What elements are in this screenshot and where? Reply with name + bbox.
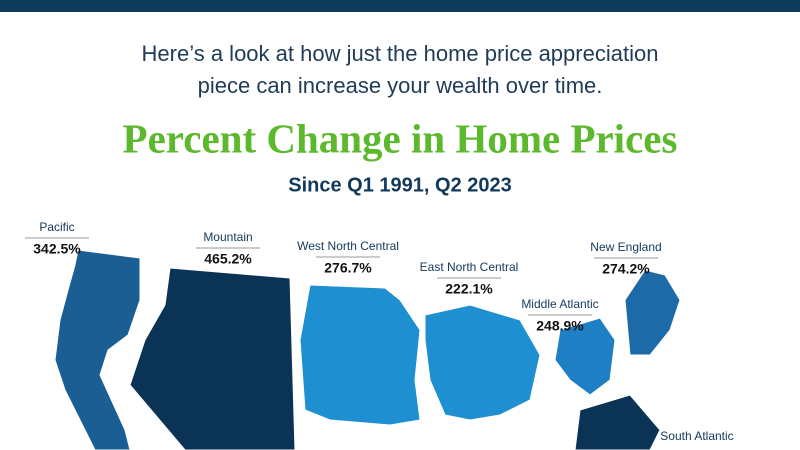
intro-line: piece can increase your wealth over time… xyxy=(198,73,603,98)
region xyxy=(54,249,141,450)
region xyxy=(299,284,421,426)
region xyxy=(554,317,616,396)
chart-title: Percent Change in Home Prices xyxy=(123,115,678,161)
region-value: 465.2% xyxy=(204,251,252,267)
region xyxy=(574,394,661,450)
region-name: South Atlantic xyxy=(660,429,733,443)
region-name: Middle Atlantic xyxy=(521,297,598,311)
region-name: East North Central xyxy=(420,260,519,274)
region-value: 276.7% xyxy=(324,260,372,276)
region-name: West North Central xyxy=(297,239,399,253)
region-value: 248.9% xyxy=(536,318,584,334)
region xyxy=(424,304,541,421)
region xyxy=(624,269,681,356)
region-name: New England xyxy=(590,240,661,254)
intro-line: Here’s a look at how just the home price… xyxy=(142,41,659,66)
region-name: Mountain xyxy=(203,230,252,244)
region-value: 222.1% xyxy=(445,281,493,297)
region-name: Pacific xyxy=(39,220,74,234)
region xyxy=(129,267,296,450)
chart-subtitle: Since Q1 1991, Q2 2023 xyxy=(288,174,512,196)
region-value: 342.5% xyxy=(33,241,81,257)
top-bar xyxy=(0,0,800,12)
region-value: 274.2% xyxy=(602,261,650,277)
